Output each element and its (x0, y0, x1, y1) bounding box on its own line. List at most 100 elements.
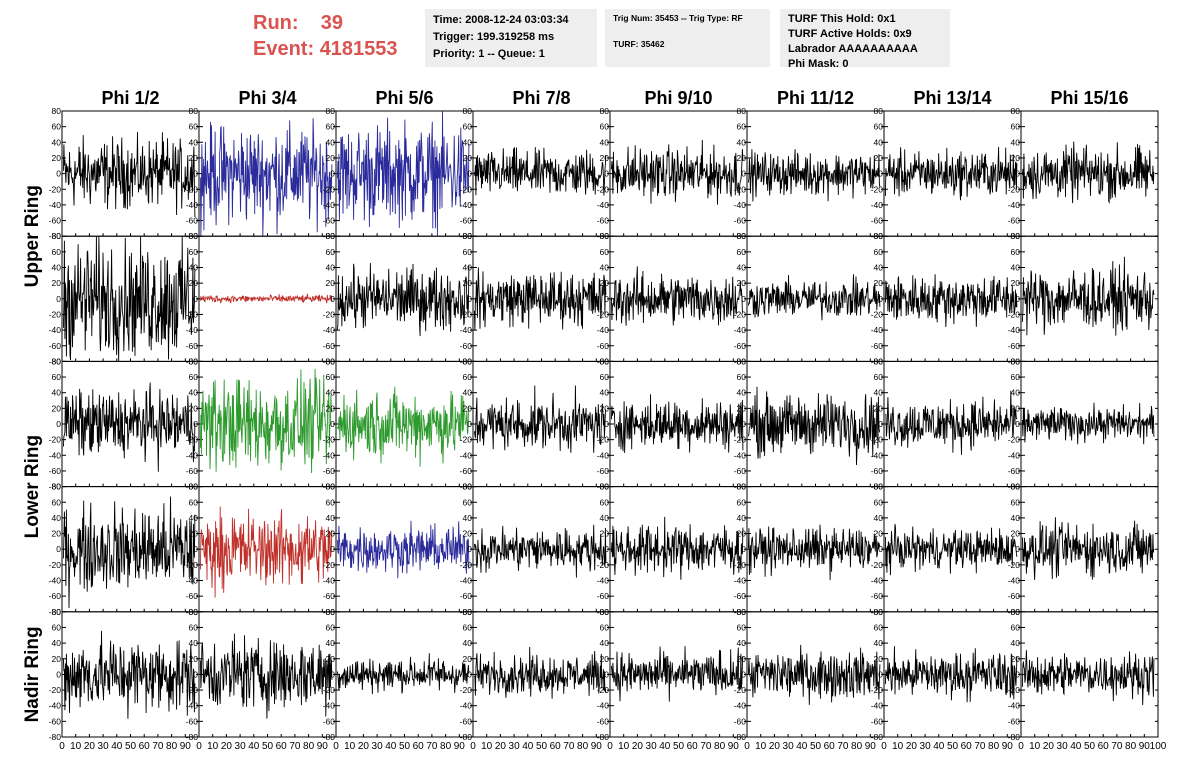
column-header-8: Phi 15/16 (1050, 88, 1128, 108)
panel-r3-c1: -80 -60 -40 -20 0 20 40 60 80 (49, 356, 200, 492)
column-header-5: Phi 9/10 (644, 88, 712, 108)
y-tick-label: 60 (1011, 372, 1021, 382)
waveform-trace (62, 630, 196, 719)
y-tick-label: -40 (871, 325, 884, 335)
y-tick-label: 0 (878, 669, 883, 679)
y-tick-label: 40 (600, 388, 610, 398)
y-tick-label: -40 (734, 325, 747, 335)
y-tick-label: 40 (1011, 388, 1021, 398)
x-tick-label: 20 (632, 741, 644, 752)
y-tick-label: 80 (600, 607, 610, 617)
y-tick-label: -80 (734, 732, 747, 742)
y-tick-label: 80 (600, 356, 610, 366)
x-tick-label: 0 (470, 741, 476, 752)
y-tick-label: -80 (871, 732, 884, 742)
x-tick-label: 10 (344, 741, 356, 752)
x-tick-label: 20 (1043, 741, 1055, 752)
y-tick-label: 60 (189, 622, 199, 632)
y-tick-label: -60 (49, 466, 62, 476)
y-tick-label: -80 (49, 482, 62, 492)
y-tick-label: 60 (600, 372, 610, 382)
y-tick-label: 80 (463, 607, 473, 617)
y-tick-label: -60 (734, 466, 747, 476)
x-tick-label: 0 (196, 741, 202, 752)
x-tick-label: 0 (333, 741, 339, 752)
y-tick-label: 0 (741, 669, 746, 679)
y-tick-label: 40 (189, 263, 199, 273)
y-tick-label: 40 (52, 638, 62, 648)
event-label: Event: (253, 38, 315, 60)
y-tick-label: -20 (597, 184, 610, 194)
x-tick-label: 80 (1125, 741, 1137, 752)
y-tick-label: -40 (49, 576, 62, 586)
y-tick-label: -60 (871, 466, 884, 476)
x-tick-label: 80 (303, 741, 315, 752)
y-tick-label: -40 (186, 576, 199, 586)
y-tick-label: -40 (871, 576, 884, 586)
y-tick-label: 60 (52, 247, 62, 257)
x-tick-label: 40 (385, 741, 397, 752)
y-tick-label: 20 (189, 153, 199, 163)
y-tick-label: 20 (874, 403, 884, 413)
y-tick-label: 80 (737, 482, 747, 492)
y-tick-label: -40 (323, 450, 336, 460)
y-tick-label: 0 (878, 169, 883, 179)
y-tick-label: -60 (323, 716, 336, 726)
y-tick-label: -60 (597, 716, 610, 726)
y-tick-label: 20 (874, 654, 884, 664)
y-tick-label: 40 (463, 388, 473, 398)
row-label-2: Lower Ring (22, 435, 43, 538)
y-tick-label: 20 (600, 403, 610, 413)
y-tick-label: -40 (597, 450, 610, 460)
x-tick-label: 80 (166, 741, 178, 752)
y-tick-label: -40 (323, 701, 336, 711)
y-tick-label: 40 (52, 263, 62, 273)
y-tick-label: 0 (604, 669, 609, 679)
y-tick-label: -40 (186, 200, 199, 210)
x-tick-label: 0 (744, 741, 750, 752)
y-tick-label: 0 (741, 419, 746, 429)
y-tick-label: 60 (600, 122, 610, 132)
y-tick-label: -60 (734, 716, 747, 726)
y-tick-label: 0 (878, 544, 883, 554)
y-tick-label: 0 (878, 419, 883, 429)
y-tick-label: 40 (463, 513, 473, 523)
waveform-trace (1021, 517, 1155, 580)
row-label-3: Nadir Ring (22, 626, 43, 722)
y-tick-label: -60 (186, 216, 199, 226)
y-tick-label: -80 (1008, 732, 1021, 742)
y-tick-label: 20 (1011, 654, 1021, 664)
y-tick-label: 60 (1011, 122, 1021, 132)
x-tick-label: 30 (235, 741, 247, 752)
y-tick-label: 40 (874, 638, 884, 648)
y-tick-label: 40 (52, 388, 62, 398)
turf-active-holds-text: TURF Active Holds: 0x9 (788, 28, 912, 40)
x-tick-label: 20 (495, 741, 507, 752)
y-tick-label: 20 (189, 278, 199, 288)
y-tick-label: -80 (49, 231, 62, 241)
y-tick-label: -20 (871, 309, 884, 319)
waveform-trace (610, 266, 744, 326)
y-tick-label: 0 (467, 419, 472, 429)
y-tick-label: 80 (463, 482, 473, 492)
y-tick-label: -20 (49, 685, 62, 695)
y-tick-label: -20 (186, 685, 199, 695)
waveform-trace (885, 390, 1018, 455)
y-tick-label: 40 (600, 638, 610, 648)
y-tick-label: 80 (326, 607, 336, 617)
y-tick-label: 80 (737, 231, 747, 241)
y-tick-label: 40 (52, 137, 62, 147)
x-tick-label: 80 (440, 741, 452, 752)
y-tick-label: -20 (460, 184, 473, 194)
waveform-trace (199, 293, 333, 304)
y-tick-label: 60 (1011, 247, 1021, 257)
y-tick-label: 80 (189, 231, 199, 241)
y-tick-label: 0 (330, 169, 335, 179)
